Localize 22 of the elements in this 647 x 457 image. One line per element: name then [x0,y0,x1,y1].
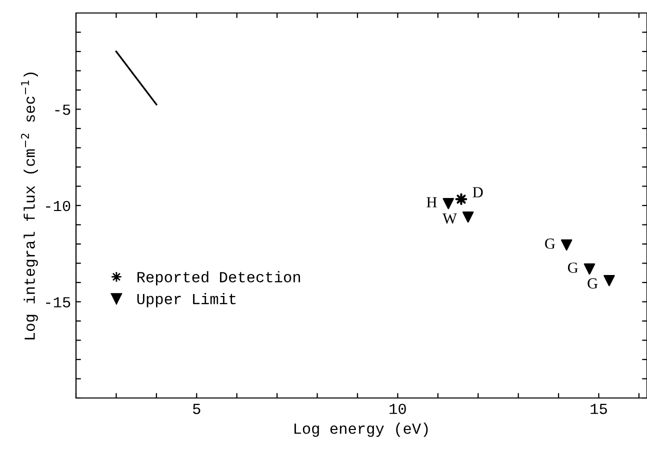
y-axis-title: Log integral flux (cm$^{−2}$ sec$^{−1}$) [20,72,38,340]
annotation: G [545,238,555,249]
annotation: G [568,262,578,273]
annotation: W [442,213,457,224]
y-tick-label: -10 [46,200,70,212]
x-tick-label: 5 [193,404,200,414]
point [604,274,615,286]
point [462,211,474,223]
x-axis-title: Log energy (eV) [294,422,428,437]
point [442,198,454,210]
x-tick-label: 15 [590,404,607,414]
point [584,263,596,275]
y-tick-label: -15 [46,297,70,308]
y-tick-label: -5 [55,104,70,115]
point [560,239,572,251]
x-tick-label: 10 [390,404,406,414]
legend-label: Reported Detection [138,271,300,286]
annotation: G [588,278,598,289]
legend-label: Upper Limit [137,293,236,308]
annotation: D [472,187,483,198]
point [455,193,468,206]
annotation: H [426,197,437,208]
